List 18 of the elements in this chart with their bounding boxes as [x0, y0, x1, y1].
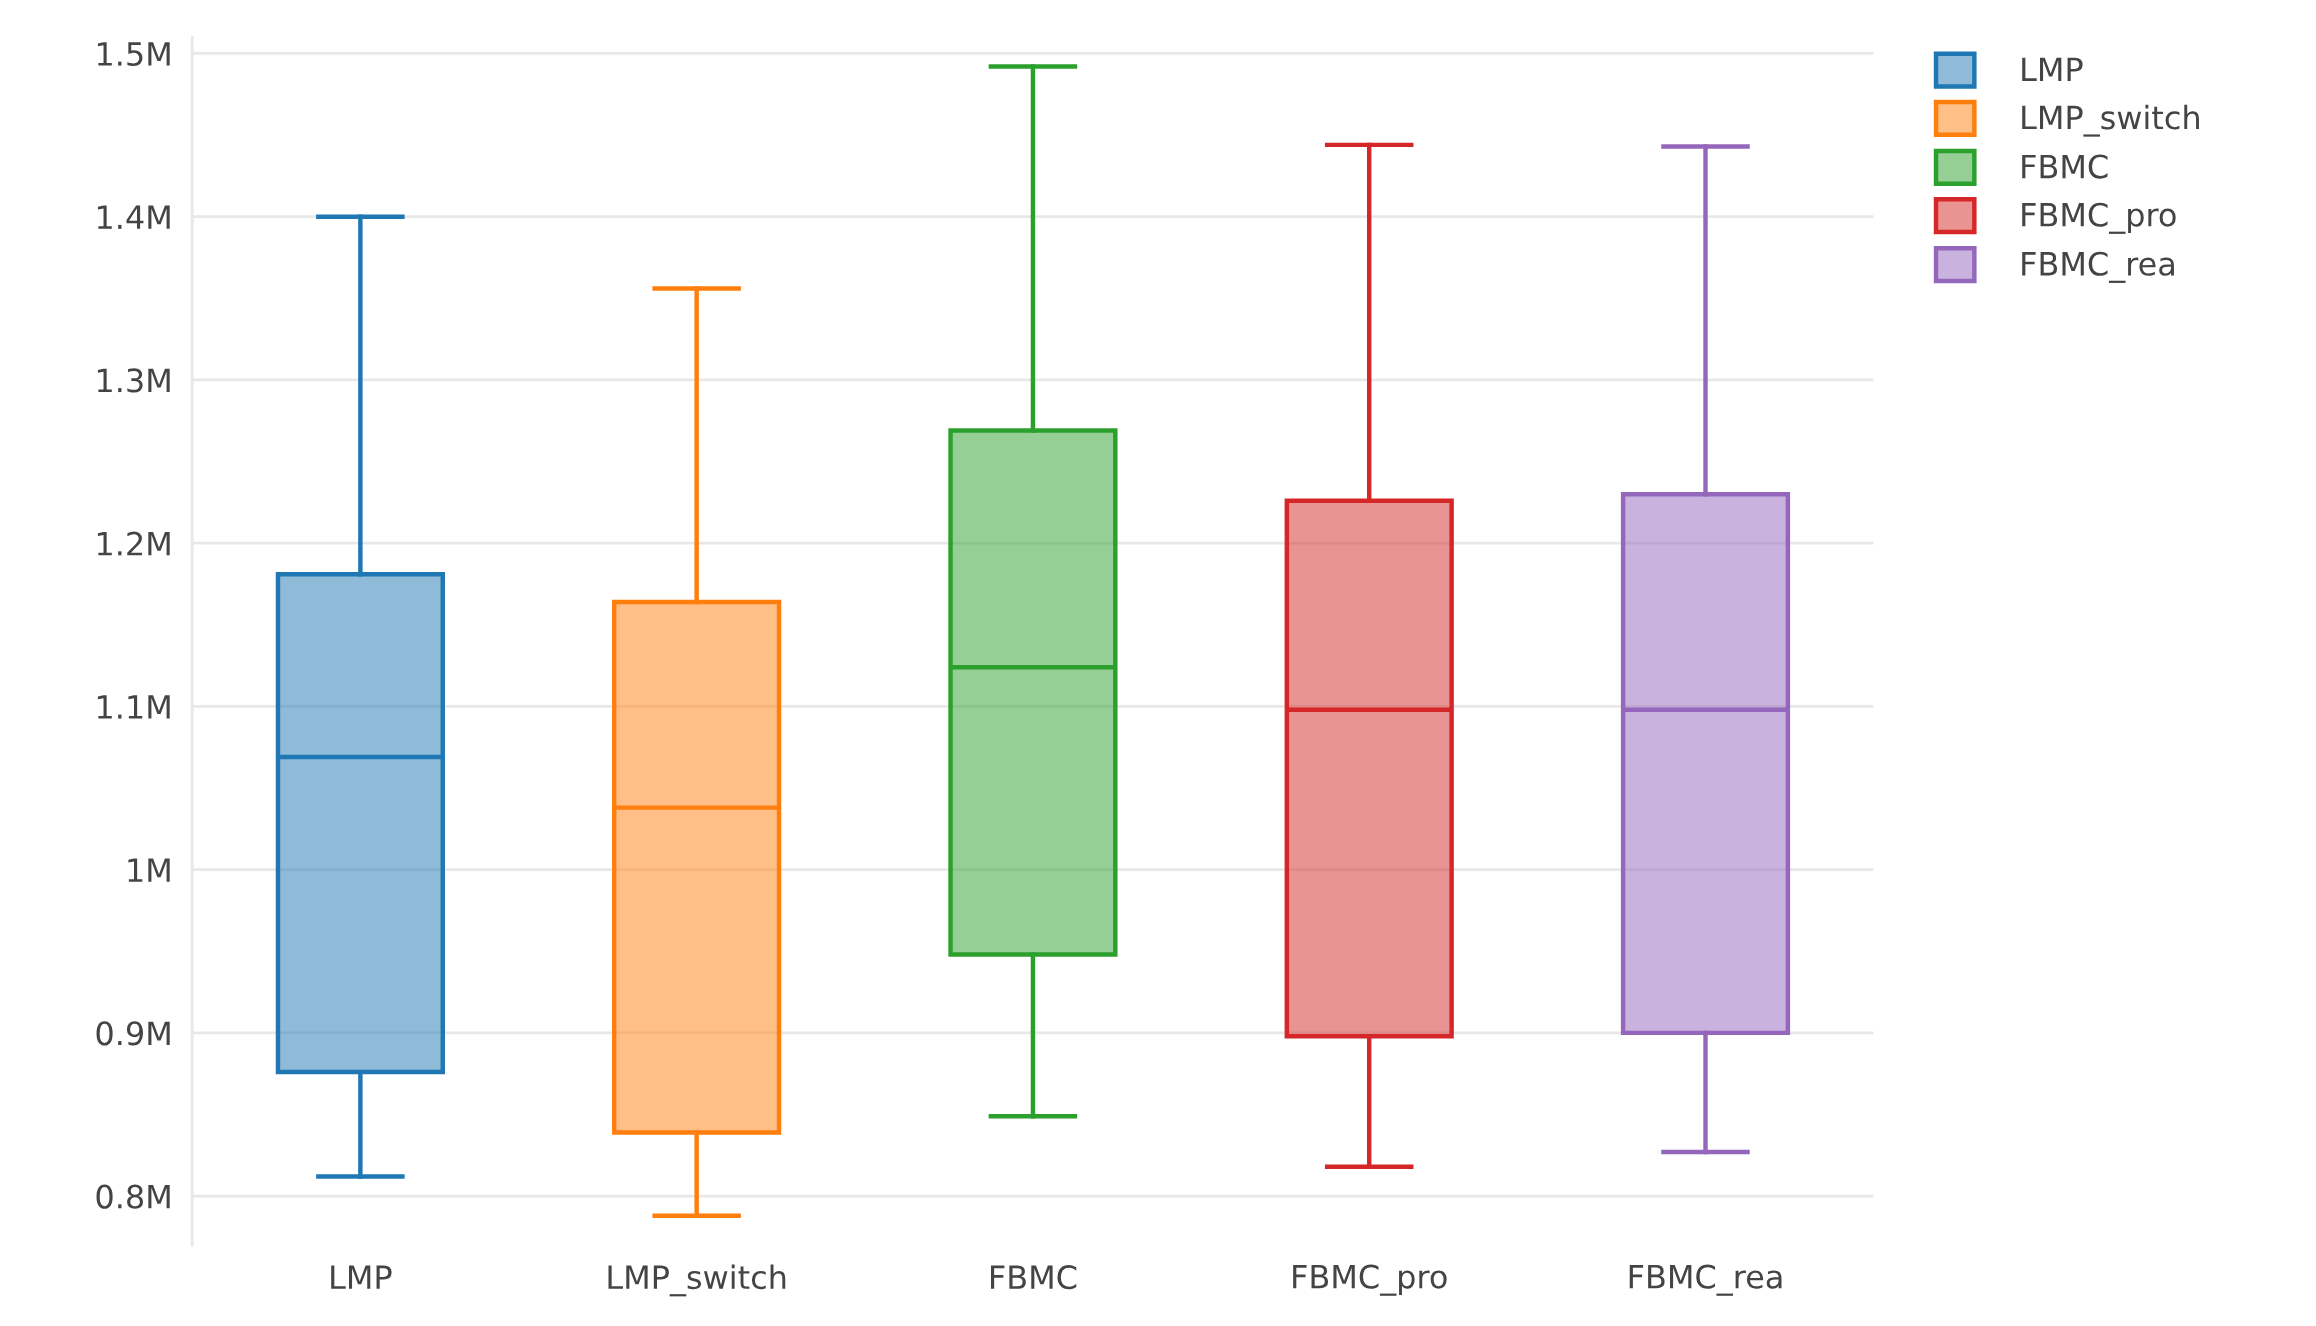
x-tick-label: FBMC: [990, 1265, 1077, 1290]
legend-label: LMP_switch: [2022, 104, 2199, 137]
y-tick-label: 0.9M: [96, 1021, 170, 1046]
legend-label: FBMC_rea: [2022, 251, 2174, 283]
x-tick-label: LMP: [331, 1265, 392, 1289]
y-tick-label: 1.4M: [97, 205, 170, 229]
x-tick-label: FBMC_rea: [1629, 1264, 1782, 1296]
legend-label: LMP: [2022, 57, 2083, 81]
x-tick-label: LMP_switch: [608, 1264, 786, 1297]
y-tick-label: 1.3M: [97, 368, 170, 393]
y-tick-label: 1M: [128, 858, 170, 882]
y-tick-label: 1.1M: [97, 695, 170, 719]
legend-label: FBMC_pro: [2022, 202, 2176, 234]
y-tick-label: 1.2M: [97, 531, 170, 556]
y-tick-label: 0.8M: [96, 1184, 170, 1209]
x-tick-label: FBMC_pro: [1293, 1264, 1447, 1296]
y-tick-label: 1.5M: [97, 42, 170, 67]
legend-label: FBMC: [2022, 154, 2108, 179]
